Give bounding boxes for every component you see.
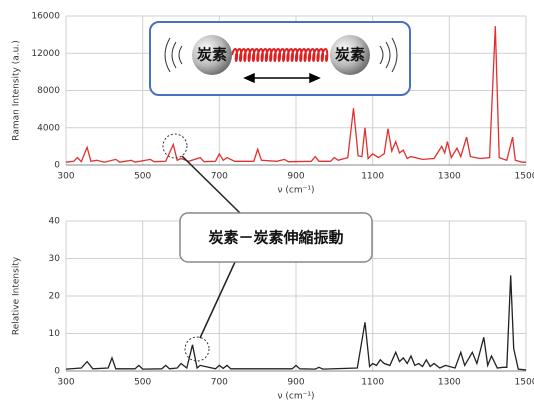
highlight-circle <box>163 134 187 158</box>
atom-label: 炭素 <box>197 46 227 64</box>
chart: 0400080001200016000300500700900110013001… <box>0 0 534 403</box>
atom-label: 炭素 <box>335 46 365 64</box>
x-tick-label: 700 <box>211 172 228 182</box>
x-tick-label: 1100 <box>361 172 384 182</box>
highlight-circle <box>185 337 209 361</box>
y-tick-label: 20 <box>49 292 61 302</box>
callout-text: 炭素－炭素伸縮振動 <box>208 229 343 247</box>
x-tick-label: 500 <box>134 378 151 388</box>
y-tick-label: 4000 <box>37 123 60 133</box>
x-tick-label: 1300 <box>438 378 461 388</box>
x-tick-label: 900 <box>287 378 304 388</box>
x-tick-label: 900 <box>287 172 304 182</box>
y-axis-title: Relative Intensity <box>12 256 22 335</box>
y-tick-label: 0 <box>54 161 60 171</box>
x-tick-label: 1100 <box>361 378 384 388</box>
x-axis-title: ν (cm⁻¹) <box>278 186 315 196</box>
y-tick-label: 8000 <box>37 86 60 96</box>
x-tick-label: 300 <box>57 172 74 182</box>
x-axis-title: ν (cm⁻¹) <box>278 392 315 402</box>
y-tick-label: 10 <box>49 329 61 339</box>
x-tick-label: 500 <box>134 172 151 182</box>
y-axis-title: Raman Intensity (a.u.) <box>12 40 22 140</box>
x-tick-label: 1500 <box>515 172 534 182</box>
y-tick-label: 16000 <box>31 12 60 22</box>
y-tick-label: 0 <box>54 367 60 377</box>
x-tick-label: 700 <box>211 378 228 388</box>
x-tick-label: 1500 <box>515 378 534 388</box>
x-tick-label: 1300 <box>438 172 461 182</box>
y-tick-label: 30 <box>49 254 61 264</box>
y-tick-label: 40 <box>49 217 61 227</box>
x-tick-label: 300 <box>57 378 74 388</box>
callout-line <box>200 262 235 338</box>
y-tick-label: 12000 <box>31 49 60 59</box>
